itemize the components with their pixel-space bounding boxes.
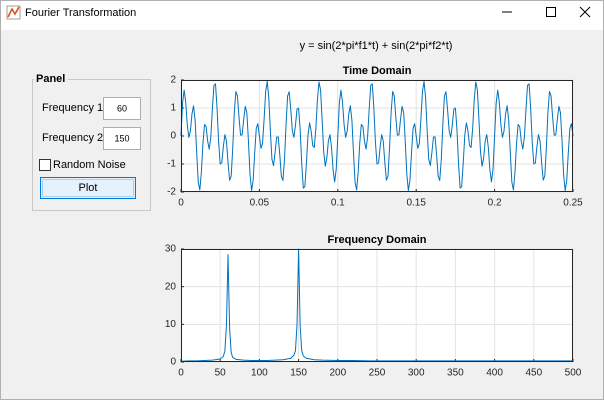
panel-title-bg: [34, 72, 68, 86]
equation: y = sin(2*pi*f1*t) + sin(2*pi*f2*t): [300, 40, 453, 52]
x-tick-label: 0: [178, 198, 184, 209]
y-tick-label: 30: [165, 244, 177, 255]
x-tick-label: 450: [525, 368, 542, 379]
panel-title: Panel: [36, 73, 65, 85]
panel-border: [32, 79, 151, 211]
x-tick-label: 100: [251, 368, 268, 379]
y-tick-label: 0: [170, 357, 176, 368]
plot-button[interactable]: [40, 177, 136, 199]
x-tick-label: 350: [447, 368, 464, 379]
y-tick-label: -2: [167, 187, 176, 198]
x-tick-label: 150: [290, 368, 307, 379]
checkbox-label: Random Noise: [53, 159, 126, 171]
chart-title: Time Domain: [343, 65, 412, 77]
input-value: 150: [114, 133, 129, 143]
x-tick-label: 0.05: [250, 198, 270, 209]
close-button[interactable]: [579, 6, 591, 18]
x-tick-label: 250: [369, 368, 386, 379]
x-tick-label: 0.2: [488, 198, 502, 209]
data-line: [180, 80, 574, 192]
y-tick-label: 2: [170, 75, 176, 86]
y-tick-label: 1: [170, 103, 176, 114]
y-tick-label: -1: [167, 159, 176, 170]
axes-frame: [181, 80, 573, 192]
input-box[interactable]: [103, 97, 141, 120]
x-tick-label: 50: [215, 368, 227, 379]
x-tick-label: 0: [178, 368, 184, 379]
input-box[interactable]: [103, 127, 141, 150]
x-tick-label: 300: [408, 368, 425, 379]
input-value: 60: [117, 103, 127, 113]
field-label: Frequency 2: [42, 132, 103, 144]
x-tick-label: 0.25: [563, 198, 583, 209]
x-tick-label: 400: [486, 368, 503, 379]
button-label: Plot: [79, 182, 98, 194]
y-tick-label: 10: [165, 319, 177, 330]
x-tick-label: 0.1: [331, 198, 345, 209]
field-label: Frequency 1: [42, 102, 103, 114]
y-tick-label: 0: [170, 131, 176, 142]
y-tick-label: 20: [165, 281, 177, 292]
x-tick-label: 200: [329, 368, 346, 379]
title-bar: [0, 0, 604, 30]
chart-title: Frequency Domain: [327, 234, 426, 246]
axes-frame: [181, 249, 573, 362]
app-icon: [6, 5, 21, 20]
maximize-button[interactable]: [546, 7, 556, 17]
checkbox[interactable]: [39, 159, 51, 171]
data-line: [180, 248, 573, 362]
window-title: Fourier Transformation: [25, 7, 136, 19]
x-tick-label: 0.15: [406, 198, 426, 209]
x-tick-label: 500: [565, 368, 582, 379]
